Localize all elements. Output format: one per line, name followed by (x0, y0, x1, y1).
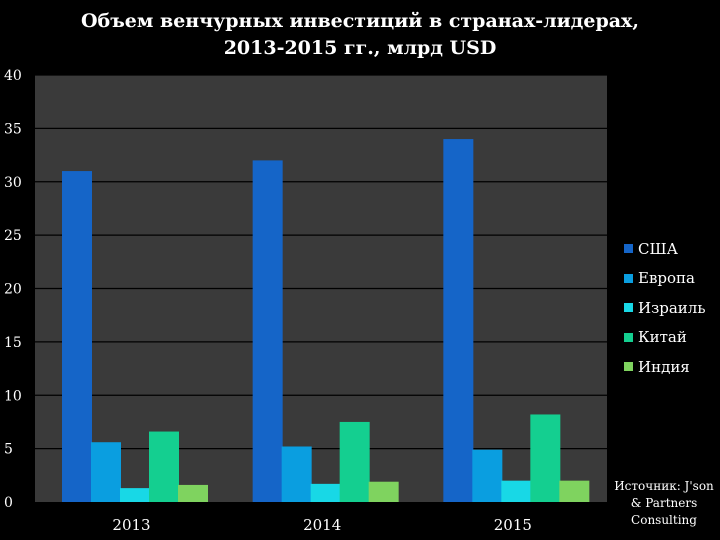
bar (252, 160, 283, 502)
legend-item: Израиль (624, 293, 706, 323)
bar (368, 481, 399, 502)
source-note: Источник: J'son & Partners Consulting (614, 479, 714, 527)
y-tick-label: 30 (4, 175, 22, 191)
legend-swatch (624, 303, 633, 313)
x-tick-label: 2015 (494, 516, 532, 534)
legend-item: Китай (624, 323, 706, 353)
bar (530, 414, 561, 502)
x-axis-ticks: 2013 2014 2015 (112, 516, 532, 534)
bar (472, 449, 503, 502)
y-axis-ticks: 0 5 10 15 20 25 30 35 40 (4, 68, 22, 511)
y-tick-label: 0 (4, 495, 13, 511)
legend-item: Индия (624, 352, 706, 382)
bar (149, 431, 179, 502)
y-tick-label: 10 (4, 388, 22, 404)
y-tick-label: 40 (4, 68, 22, 84)
bar (178, 484, 208, 502)
bar (501, 480, 532, 502)
legend-label: Израиль (638, 298, 706, 317)
bar (310, 483, 341, 502)
x-tick-label: 2013 (112, 516, 150, 534)
bar (91, 442, 121, 502)
legend-item: Европа (624, 264, 706, 294)
legend-label: Европа (638, 269, 695, 288)
y-tick-label: 15 (4, 335, 22, 351)
legend-label: США (638, 239, 678, 258)
chart-title-line-1: Объем венчурных инвестиций в странах-лид… (81, 10, 639, 32)
legend-swatch (624, 362, 633, 372)
y-tick-label: 25 (4, 228, 22, 244)
bar (120, 488, 150, 502)
legend: США Европа Израиль Китай Индия (624, 234, 706, 382)
bar (443, 139, 474, 503)
legend-swatch (624, 244, 633, 254)
bar (559, 480, 590, 502)
grid-lines (35, 74, 607, 450)
legend-label: Индия (638, 357, 690, 376)
chart-title: Объем венчурных инвестиций в странах-лид… (0, 8, 720, 62)
bar (281, 446, 312, 502)
chart-title-line-2: 2013-2015 гг., млрд USD (223, 37, 497, 59)
y-tick-label: 20 (4, 282, 22, 298)
legend-label: Китай (638, 328, 687, 347)
bars (62, 139, 590, 503)
x-tick-label: 2014 (303, 516, 341, 534)
y-tick-label: 5 (4, 442, 13, 458)
legend-swatch (624, 273, 633, 283)
bar (62, 171, 92, 502)
legend-item: США (624, 234, 706, 264)
y-tick-label: 35 (4, 121, 22, 137)
legend-swatch (624, 332, 633, 342)
bar (339, 421, 370, 502)
